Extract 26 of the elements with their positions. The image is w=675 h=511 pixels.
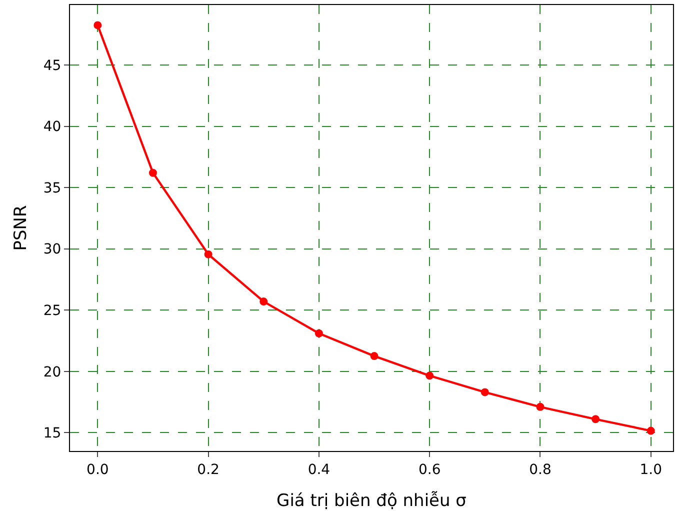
point: [148, 168, 157, 177]
y-tick-label: 40: [43, 119, 62, 136]
x-tick-label: 0.4: [308, 462, 330, 478]
x-tick-label: 1.0: [640, 462, 662, 478]
point: [204, 250, 212, 258]
y-tick-label: 35: [43, 180, 62, 196]
y-tick-label: 15: [43, 426, 62, 442]
point: [480, 388, 489, 396]
y-tick-label: 20: [43, 364, 62, 380]
x-axis-title: Giá trị biên độ nhiễu σ: [276, 491, 467, 511]
y-tick-label: 45: [43, 58, 62, 74]
point: [426, 372, 434, 380]
y-tick-label: 30: [43, 242, 62, 258]
point: [646, 426, 655, 435]
point: [370, 352, 378, 360]
x-tick-label: 0.8: [529, 462, 552, 478]
point: [314, 329, 323, 338]
y-tick-label: 25: [43, 302, 62, 319]
y-axis-title: PSNR: [11, 205, 31, 251]
x-tick-label: 0.0: [86, 462, 109, 478]
point: [260, 298, 268, 306]
point: [592, 415, 600, 424]
point: [94, 21, 102, 30]
point: [536, 402, 544, 411]
x-tick-label: 0.6: [418, 462, 441, 478]
x-tick-label: 0.2: [197, 462, 220, 478]
